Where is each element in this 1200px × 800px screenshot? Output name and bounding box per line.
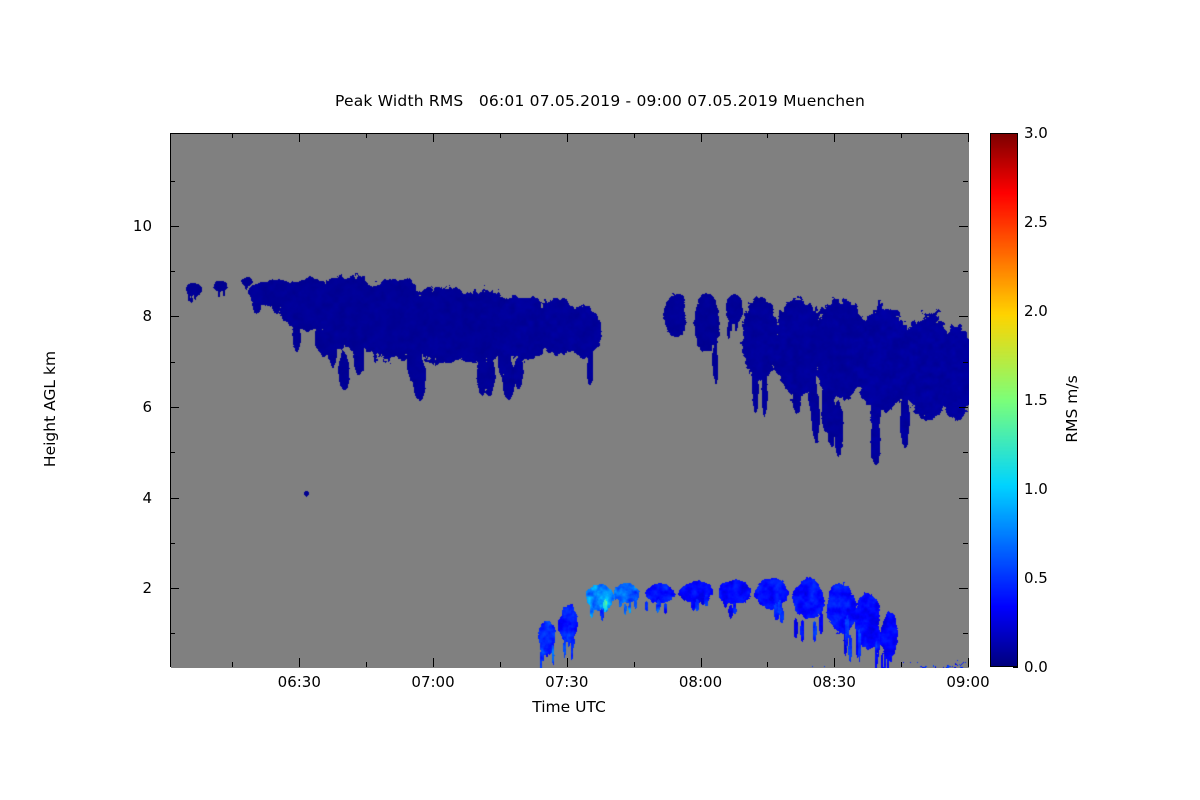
colorbar-tick-label: 1.0: [1024, 480, 1048, 498]
y-tick-label: 6: [142, 398, 152, 417]
axis-tick: [901, 133, 903, 138]
colorbar[interactable]: [990, 133, 1018, 667]
axis-tick: [959, 588, 968, 590]
axis-tick: [170, 361, 175, 363]
axis-tick: [232, 662, 234, 667]
axis-tick: [959, 497, 968, 499]
x-tick-label: 08:00: [678, 673, 723, 691]
axis-tick: [170, 633, 175, 635]
y-tick-label: 8: [142, 307, 152, 326]
axis-tick: [968, 658, 969, 667]
chart-title: Peak Width RMS 06:01 07.05.2019 - 09:00 …: [335, 92, 865, 110]
plot-area[interactable]: [170, 133, 969, 668]
axis-tick: [901, 662, 903, 667]
axis-tick: [968, 133, 969, 142]
axis-tick: [834, 133, 836, 142]
colorbar-tick-label: 0.0: [1024, 658, 1048, 676]
axis-tick: [170, 271, 175, 273]
axis-tick: [834, 658, 836, 667]
axis-tick: [963, 542, 968, 544]
x-tick-label: 07:30: [545, 673, 589, 691]
colorbar-tick-label: 0.5: [1024, 569, 1048, 587]
axis-tick: [433, 133, 435, 142]
colorbar-tick-label: 1.5: [1024, 391, 1048, 409]
axis-tick: [1013, 667, 1018, 668]
colorbar-tick-label: 2.0: [1024, 302, 1048, 320]
axis-tick: [963, 361, 968, 363]
axis-tick: [633, 662, 635, 667]
axis-tick: [299, 133, 301, 142]
heatmap-field: [171, 134, 969, 668]
axis-tick: [963, 271, 968, 273]
y-tick-label: 4: [142, 488, 152, 507]
colorbar-tick-label: 2.5: [1024, 213, 1048, 231]
axis-tick: [433, 658, 435, 667]
axis-tick: [963, 452, 968, 454]
axis-tick: [566, 133, 568, 142]
axis-tick: [170, 542, 175, 544]
axis-tick: [959, 407, 968, 409]
y-tick-label: 2: [142, 579, 152, 598]
axis-tick: [170, 497, 179, 499]
axis-tick: [767, 662, 769, 667]
axis-tick: [499, 133, 501, 138]
axis-tick: [170, 225, 179, 227]
x-tick-label: 07:00: [411, 673, 455, 691]
axis-tick: [963, 633, 968, 635]
x-axis-title: Time UTC: [532, 698, 606, 716]
axis-tick: [566, 658, 568, 667]
axis-tick: [767, 133, 769, 138]
axis-tick: [170, 180, 175, 182]
axis-tick: [959, 316, 968, 318]
colorbar-tick-label: 3.0: [1024, 124, 1048, 142]
axis-tick: [700, 658, 702, 667]
x-tick-label: 09:00: [946, 673, 990, 691]
axis-tick: [633, 133, 635, 138]
axis-tick: [959, 225, 968, 227]
colorbar-title: RMS m/s: [1063, 375, 1081, 443]
axis-tick: [170, 316, 179, 318]
axis-tick: [700, 133, 702, 142]
y-axis-title: Height AGL km: [41, 350, 59, 468]
axis-tick: [170, 588, 179, 590]
axis-tick: [366, 133, 368, 138]
axis-tick: [232, 133, 234, 138]
axis-tick: [366, 662, 368, 667]
x-tick-label: 06:30: [277, 673, 321, 691]
colorbar-gradient: [991, 134, 1017, 666]
x-tick-label: 08:30: [812, 673, 856, 691]
axis-tick: [299, 658, 301, 667]
axis-tick: [499, 662, 501, 667]
y-tick-label: 10: [132, 216, 152, 235]
axis-tick: [170, 452, 175, 454]
axis-tick: [170, 407, 179, 409]
axis-tick: [963, 180, 968, 182]
